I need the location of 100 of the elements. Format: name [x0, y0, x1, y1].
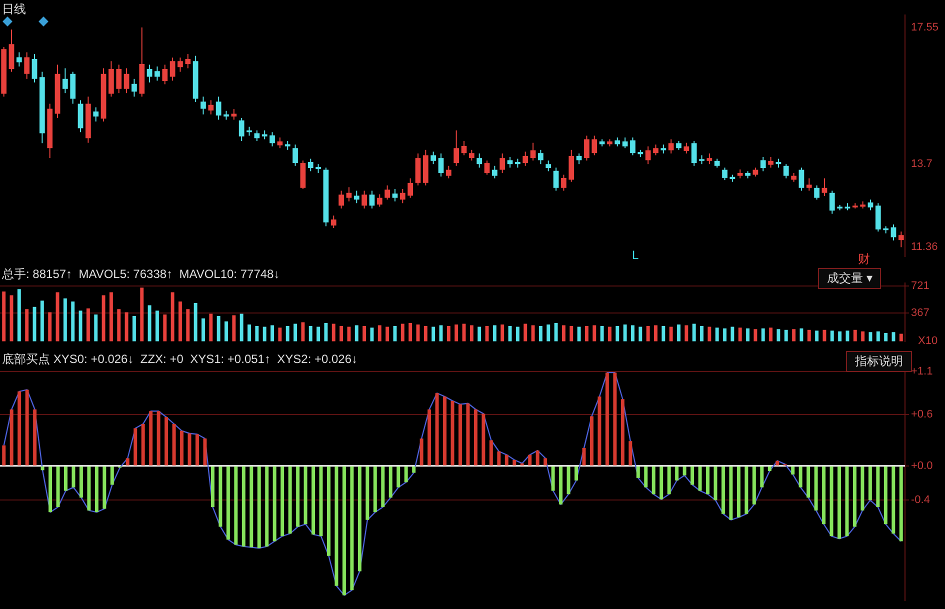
candlestick [822, 178, 828, 197]
bar [613, 372, 617, 466]
candlestick [492, 165, 498, 179]
bar [815, 330, 819, 342]
bar [94, 314, 98, 342]
bar [316, 326, 320, 342]
candlestick [875, 202, 881, 232]
bar [838, 466, 841, 539]
bar [470, 325, 474, 342]
bar [845, 466, 849, 536]
bar [559, 466, 563, 504]
candlestick [768, 156, 774, 168]
bar [2, 445, 6, 466]
bar [342, 466, 346, 596]
bar [218, 466, 222, 527]
bar [458, 404, 462, 466]
bar [628, 441, 632, 466]
candlestick [116, 64, 122, 94]
bar [94, 466, 98, 512]
bar [381, 466, 385, 508]
bar [424, 326, 428, 342]
candlestick [146, 64, 152, 83]
bar [216, 316, 220, 342]
bar [296, 466, 300, 527]
bar [860, 466, 864, 510]
candlestick [124, 68, 130, 94]
candlestick [868, 199, 874, 211]
bar [40, 466, 44, 470]
bar [536, 450, 540, 466]
bar [478, 326, 482, 342]
bar [752, 466, 756, 504]
bar [684, 325, 688, 342]
bar [334, 466, 338, 586]
bar [608, 326, 612, 342]
bar [853, 330, 857, 342]
bar [294, 324, 297, 342]
bar [504, 454, 508, 466]
bar [156, 310, 159, 342]
bar [270, 325, 274, 342]
bar [347, 326, 351, 342]
bar [669, 326, 673, 342]
bar [257, 466, 261, 548]
y-tick-label: -0.4 [911, 494, 930, 506]
bar [202, 318, 205, 342]
candlestick [500, 152, 506, 174]
bar [807, 330, 811, 342]
candlestick [806, 178, 812, 192]
bar [226, 466, 230, 540]
candlestick [430, 151, 436, 165]
bar [806, 466, 810, 498]
bar [63, 298, 67, 342]
y-tick-label: 17.55 [911, 21, 939, 34]
bar [566, 466, 570, 494]
bar [378, 325, 382, 342]
candlestick [454, 130, 460, 166]
candlestick [32, 54, 38, 83]
candlestick [216, 96, 222, 120]
bar [209, 314, 213, 342]
candlestick [760, 156, 766, 172]
bar [428, 409, 432, 466]
candlestick [722, 167, 728, 181]
bar [884, 332, 888, 342]
bar [163, 314, 167, 342]
bar [78, 310, 82, 342]
bar [652, 466, 656, 494]
bar [148, 305, 152, 342]
bar [18, 391, 22, 466]
bar [203, 438, 207, 466]
bar [172, 424, 176, 466]
bar [140, 288, 144, 342]
y-tick-label: +0.0 [911, 460, 933, 472]
bar [754, 329, 758, 342]
bar [744, 466, 748, 514]
candlestick [645, 146, 651, 165]
menu-button: 指标说明 [846, 351, 912, 372]
bar [852, 466, 856, 527]
bar [86, 308, 90, 342]
bar [492, 325, 496, 342]
bar [134, 428, 138, 466]
bar [516, 326, 520, 342]
candlestick [653, 144, 658, 156]
bar [531, 325, 535, 342]
bar [746, 328, 750, 342]
candlestick [630, 136, 636, 156]
bar [692, 324, 696, 342]
bar [248, 324, 251, 342]
bar [768, 466, 772, 472]
bar [500, 324, 504, 342]
bar [884, 466, 888, 524]
bar [482, 414, 486, 466]
candlestick [484, 160, 490, 176]
bar [577, 326, 581, 342]
bar [623, 324, 627, 342]
candlestick [898, 231, 904, 248]
bar [404, 466, 408, 482]
bar [265, 466, 269, 546]
candlestick [369, 190, 375, 209]
bar [110, 466, 114, 485]
bar [102, 466, 106, 509]
bar [350, 466, 354, 590]
